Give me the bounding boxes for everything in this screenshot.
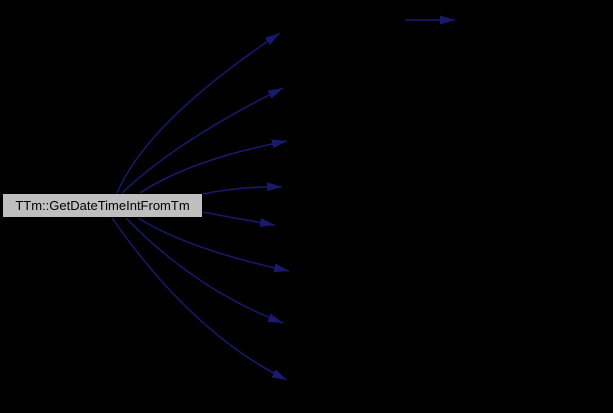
- call-edge-2: [121, 87, 284, 194]
- call-edge-1: [116, 32, 281, 194]
- call-edge-5: [202, 211, 276, 228]
- call-edge-3: [139, 139, 288, 194]
- call-edge-6: [137, 217, 290, 273]
- graph-node-label: TTm::GetDateTimeIntFromTm: [15, 197, 190, 213]
- call-edge-7: [125, 217, 284, 324]
- graph-node-current-function: TTm::GetDateTimeIntFromTm: [2, 193, 203, 218]
- call-edge-8: [111, 217, 288, 381]
- call-edge-4: [202, 182, 283, 195]
